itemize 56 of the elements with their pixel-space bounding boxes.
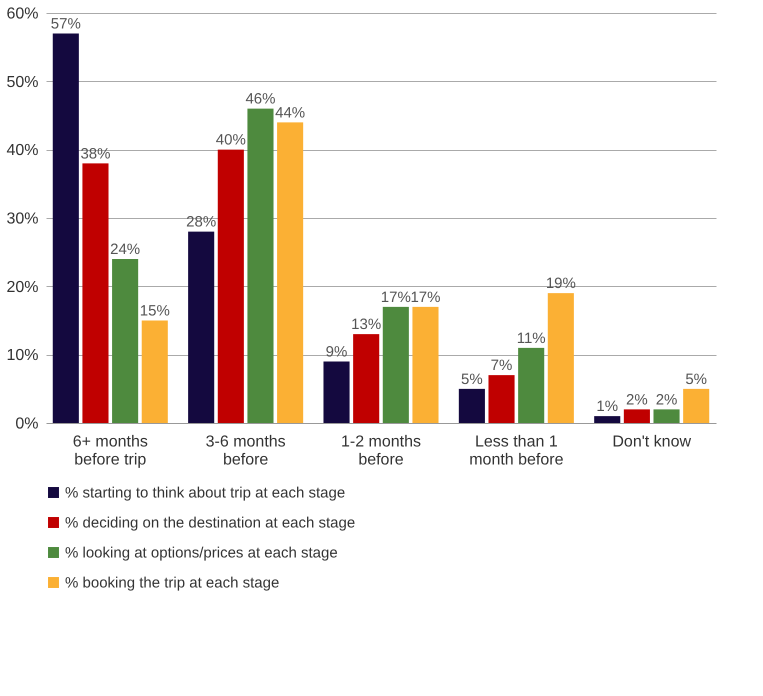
data-label: 5% — [685, 370, 708, 388]
bar — [382, 306, 409, 423]
legend-label: % starting to think about trip at each stage — [65, 484, 346, 502]
data-label: 1% — [596, 398, 618, 416]
legend-label: % deciding on the destination at each stage — [65, 514, 356, 532]
x-tick-label: Less than 1 month before — [469, 434, 564, 468]
data-label: 17% — [410, 288, 440, 306]
bar — [488, 375, 515, 423]
data-label: 7% — [490, 357, 512, 374]
bar — [142, 320, 168, 423]
data-label: 17% — [380, 288, 411, 306]
bar — [548, 293, 574, 423]
bar — [653, 409, 680, 423]
bar — [518, 348, 544, 423]
x-tick-label: Don't know — [612, 434, 692, 450]
data-label: 13% — [351, 316, 382, 334]
bar — [594, 416, 620, 423]
x-tick-label: 1-2 months before — [340, 434, 422, 468]
bar — [82, 163, 109, 423]
bar — [353, 334, 380, 423]
bar — [218, 150, 244, 423]
x-tick-label: 6+ months before trip — [72, 434, 148, 468]
data-label: 15% — [140, 302, 170, 320]
data-label: 46% — [245, 90, 276, 108]
legend-label: % booking the trip at each stage — [65, 574, 280, 592]
data-label: 5% — [461, 370, 483, 388]
data-label: 40% — [216, 132, 246, 149]
data-label: 57% — [50, 16, 81, 32]
bar — [277, 122, 304, 423]
bar — [323, 362, 350, 423]
x-tick-label: 3-6 months before — [206, 434, 286, 468]
y-tick-label: 10% — [6, 347, 38, 364]
data-label: 19% — [546, 275, 576, 292]
data-label: 44% — [275, 104, 306, 122]
y-tick-label: 50% — [6, 74, 38, 91]
data-label: 9% — [326, 344, 348, 360]
y-tick-label: 60% — [6, 6, 38, 22]
data-label: 11% — [516, 330, 546, 347]
y-tick-label: 40% — [6, 142, 38, 160]
y-tick-label: 0% — [15, 416, 38, 432]
data-label: 38% — [80, 145, 110, 162]
data-label: 24% — [110, 241, 140, 258]
bar — [247, 108, 274, 423]
bar — [458, 388, 485, 423]
bar — [683, 388, 710, 423]
data-label: 28% — [186, 214, 216, 231]
bar — [412, 306, 439, 423]
bar — [112, 259, 138, 423]
legend-label: % looking at options/prices at each stage — [65, 544, 338, 562]
bar — [52, 34, 79, 423]
data-label: 2% — [626, 391, 648, 408]
bar — [188, 232, 214, 423]
y-tick-label: 30% — [6, 210, 38, 228]
y-tick-label: 20% — [6, 278, 38, 296]
bar — [624, 409, 650, 423]
data-label: 2% — [656, 391, 678, 408]
